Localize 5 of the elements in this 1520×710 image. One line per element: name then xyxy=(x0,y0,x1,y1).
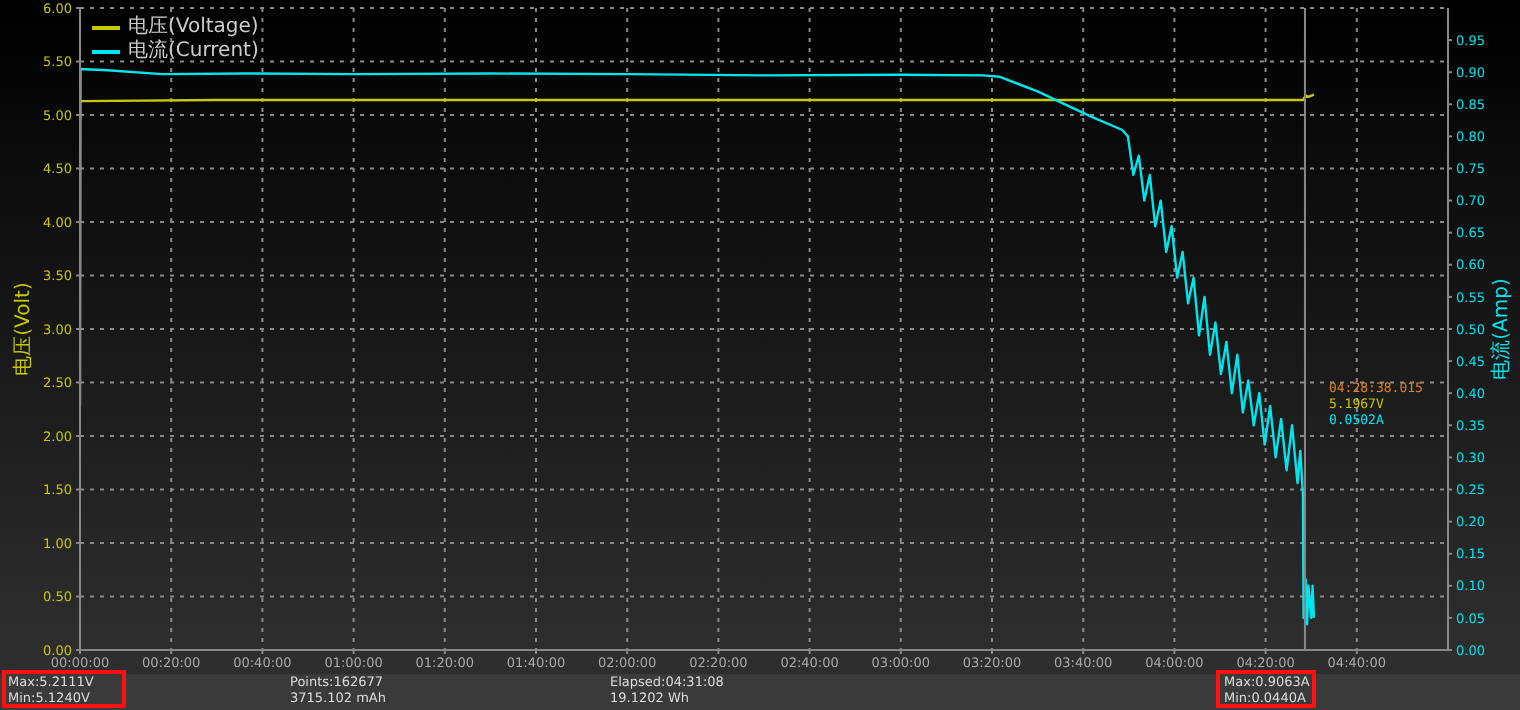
legend-label: 电压(Voltage) xyxy=(128,16,259,39)
y2-axis-title: 电流(Amp) xyxy=(1489,278,1514,380)
legend-label: 电流(Current) xyxy=(128,40,259,64)
line-series xyxy=(80,67,1316,626)
y-axis-title: 电压(Volt) xyxy=(11,282,36,376)
